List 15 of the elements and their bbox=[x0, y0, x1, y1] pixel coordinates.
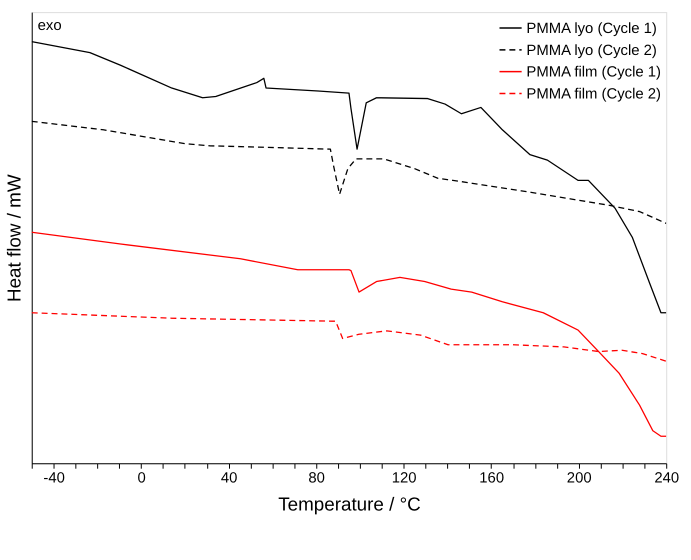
x-axis-title: Temperature / °C bbox=[278, 493, 421, 514]
legend-label: PMMA film (Cycle 1) bbox=[526, 64, 662, 81]
text: exo bbox=[38, 18, 62, 34]
y-axis-title: Heat flow / mW bbox=[3, 174, 24, 302]
x-tick-label: 240 bbox=[654, 470, 680, 487]
x-tick-label: 40 bbox=[220, 470, 238, 487]
legend-label: PMMA lyo (Cycle 2) bbox=[526, 42, 657, 59]
x-tick-label: 0 bbox=[137, 470, 146, 487]
x-tick-label: 160 bbox=[479, 470, 504, 487]
x-tick-label: 120 bbox=[392, 470, 417, 487]
x-tick-label: 80 bbox=[308, 470, 325, 487]
x-tick-label: 200 bbox=[566, 470, 592, 487]
x-tick-label: -40 bbox=[43, 470, 65, 487]
legend-label: PMMA lyo (Cycle 1) bbox=[526, 20, 657, 37]
legend-label: PMMA film (Cycle 2) bbox=[526, 86, 662, 102]
